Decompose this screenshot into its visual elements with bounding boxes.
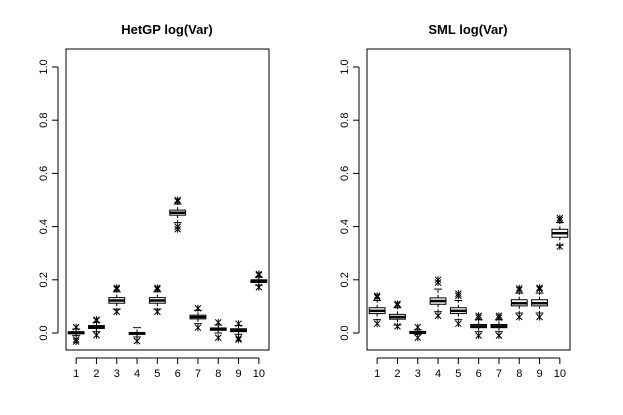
outlier-point bbox=[394, 322, 401, 330]
hetgp-x-tick-label: 9 bbox=[235, 368, 241, 380]
hetgp-panel: HetGP log(Var) 0.0 0.2 0.4 0.6 0.8 1.0 1 2 3 4 5 6 7… bbox=[38, 22, 270, 380]
sml-box-5 bbox=[449, 290, 467, 328]
hetgp-box-7 bbox=[189, 304, 207, 332]
hetgp-box-4 bbox=[128, 327, 146, 345]
hetgp-title: HetGP log(Var) bbox=[121, 22, 213, 37]
sml-y-tick-label: 0.0 bbox=[339, 325, 351, 340]
hetgp-box-5 bbox=[148, 284, 166, 316]
outlier-point bbox=[454, 292, 462, 300]
hetgp-x-tick-label: 1 bbox=[73, 368, 79, 380]
hetgp-x-tick-label: 6 bbox=[175, 368, 181, 380]
hetgp-box-10 bbox=[250, 270, 268, 291]
outlier-point bbox=[214, 334, 222, 342]
outlier-point bbox=[515, 313, 523, 321]
outlier-point bbox=[394, 301, 401, 309]
outlier-point bbox=[495, 314, 503, 322]
sml-x-tick-label: 5 bbox=[455, 368, 461, 380]
outlier-point bbox=[373, 293, 381, 301]
hetgp-plot-frame bbox=[65, 48, 270, 351]
hetgp-y-tick-label: 0.6 bbox=[38, 166, 50, 181]
sml-x-tick-label: 8 bbox=[516, 368, 522, 380]
outlier-point bbox=[495, 332, 503, 340]
sml-box-3 bbox=[409, 323, 427, 342]
hetgp-box-6 bbox=[169, 196, 187, 233]
outlier-point bbox=[454, 320, 462, 328]
hetgp-x-tick-label: 4 bbox=[134, 368, 140, 380]
sml-y-tick-label: 0.8 bbox=[339, 113, 351, 128]
hetgp-x-tick-label: 5 bbox=[154, 368, 160, 380]
sml-x-tick-label: 2 bbox=[394, 368, 400, 380]
sml-y-tick-label: 0.4 bbox=[339, 219, 351, 234]
outlier-point bbox=[235, 336, 242, 344]
outlier-point bbox=[194, 304, 202, 312]
sml-x-tick-label: 1 bbox=[374, 368, 380, 380]
hetgp-x-tick-label: 10 bbox=[253, 368, 265, 380]
outlier-point bbox=[515, 286, 523, 294]
outlier-point bbox=[255, 283, 263, 291]
outlier-point bbox=[133, 337, 141, 345]
outlier-point bbox=[72, 323, 80, 331]
outlier-point bbox=[214, 318, 222, 326]
outlier-point bbox=[113, 285, 121, 293]
hetgp-y-tick-label: 0.8 bbox=[38, 113, 50, 128]
outlier-point bbox=[536, 285, 543, 293]
sml-box-2 bbox=[389, 300, 406, 330]
sml-box-4 bbox=[429, 276, 447, 320]
sml-box-1 bbox=[368, 292, 386, 328]
outlier-point bbox=[434, 312, 442, 320]
sml-panel: SML log(Var) 0.0 0.2 0.4 0.6 0.8 1.0 1 2 3 4 5 6 7 8 9… bbox=[339, 22, 571, 380]
sml-box-8 bbox=[510, 284, 528, 321]
sml-x-tick-label: 10 bbox=[554, 368, 566, 380]
outlier-point bbox=[153, 285, 161, 293]
sml-x-tick-label: 6 bbox=[476, 368, 482, 380]
outlier-point bbox=[414, 323, 422, 331]
outlier-point bbox=[93, 316, 100, 324]
outlier-point bbox=[536, 313, 543, 321]
hetgp-box-2 bbox=[88, 316, 105, 339]
hetgp-x-tick-label: 3 bbox=[114, 368, 120, 380]
outlier-point bbox=[72, 338, 80, 346]
sml-x-tick-label: 3 bbox=[415, 368, 421, 380]
outlier-point bbox=[475, 314, 483, 322]
sml-title: SML log(Var) bbox=[428, 22, 507, 37]
outlier-point bbox=[373, 320, 381, 328]
hetgp-x-tick-label: 7 bbox=[195, 368, 201, 380]
outlier-point bbox=[556, 243, 564, 251]
hetgp-box-9 bbox=[230, 320, 247, 344]
outlier-point bbox=[194, 324, 202, 332]
hetgp-y-tick-label: 0.4 bbox=[38, 219, 50, 234]
sml-y-tick-label: 0.6 bbox=[339, 166, 351, 181]
hetgp-box-8 bbox=[209, 318, 227, 342]
hetgp-y-tick-label: 0.2 bbox=[38, 272, 50, 287]
hetgp-box-3 bbox=[108, 284, 126, 316]
hetgp-y-tick-label: 0.0 bbox=[38, 325, 50, 340]
outlier-point bbox=[174, 197, 182, 205]
sml-x-tick-label: 9 bbox=[536, 368, 542, 380]
outlier-point bbox=[235, 320, 242, 328]
sml-box-9 bbox=[531, 284, 548, 321]
outlier-point bbox=[434, 278, 442, 286]
outlier-point bbox=[255, 271, 263, 279]
hetgp-box-1 bbox=[67, 323, 85, 346]
outlier-point bbox=[556, 216, 564, 224]
hetgp-y-tick-label: 1.0 bbox=[38, 59, 50, 74]
sml-y-tick-label: 0.2 bbox=[339, 272, 351, 287]
sml-box-6 bbox=[470, 312, 488, 340]
sml-plot-frame bbox=[366, 48, 571, 351]
outlier-point bbox=[414, 334, 422, 342]
outlier-point bbox=[113, 308, 121, 316]
sml-x-tick-label: 7 bbox=[496, 368, 502, 380]
outlier-point bbox=[475, 332, 483, 340]
sml-box-10 bbox=[551, 214, 569, 251]
outlier-point bbox=[174, 225, 182, 233]
hetgp-x-tick-label: 8 bbox=[215, 368, 221, 380]
outlier-point bbox=[153, 308, 161, 316]
sml-box-7 bbox=[490, 312, 508, 340]
outlier-point bbox=[93, 331, 100, 339]
sml-y-tick-label: 1.0 bbox=[339, 59, 351, 74]
hetgp-x-tick-label: 2 bbox=[93, 368, 99, 380]
sml-x-tick-label: 4 bbox=[435, 368, 441, 380]
